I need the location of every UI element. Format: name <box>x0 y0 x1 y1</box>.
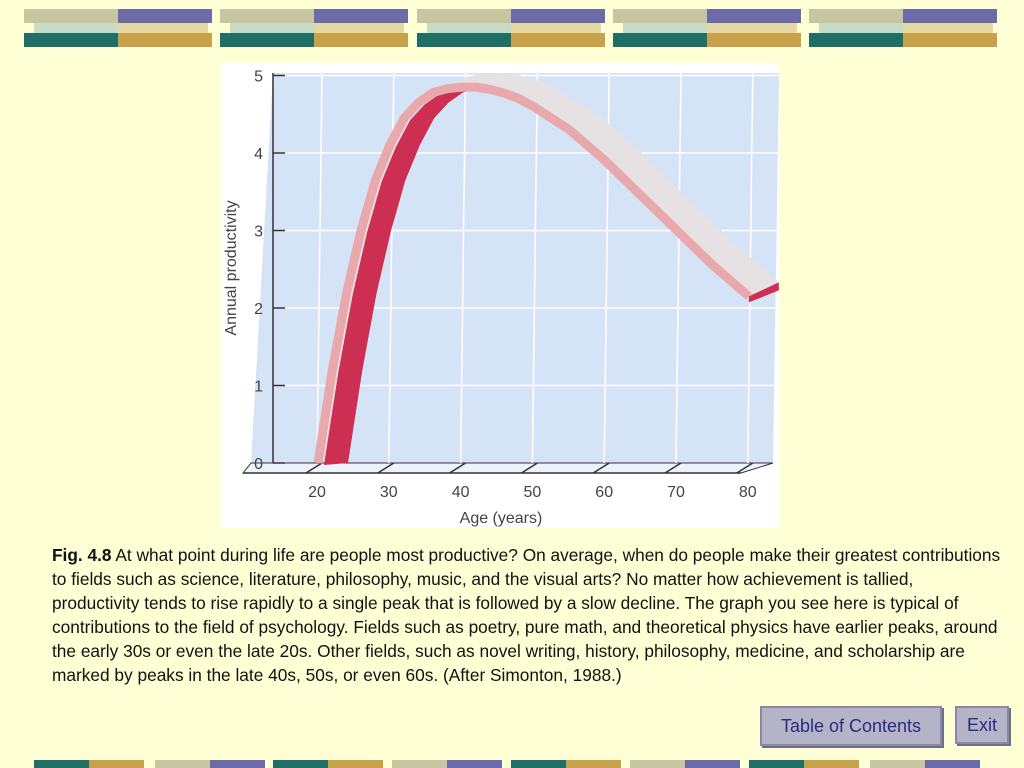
x-axis-label: Age (years) <box>460 510 543 527</box>
x-tick-mark <box>664 462 682 474</box>
x-tick-label: 80 <box>739 484 757 501</box>
banner-tile <box>613 9 801 47</box>
banner-tile <box>24 9 212 47</box>
productivity-chart: 0 1 2 3 4 5 20 30 40 50 60 70 80 Age (years) Annual … <box>221 63 779 528</box>
x-tick-label: 20 <box>308 484 326 501</box>
caption-label: Fig. 4.8 <box>52 545 112 565</box>
x-tick-label: 40 <box>452 484 470 501</box>
banner-tile <box>809 9 997 47</box>
ribbon-side-face <box>324 87 492 465</box>
y-tick-label: 2 <box>254 301 263 318</box>
exit-button[interactable]: Exit <box>955 706 1009 744</box>
grid-line-x <box>675 72 682 464</box>
tick-labels: 0 1 2 3 4 5 20 30 40 50 60 70 80 <box>254 69 757 502</box>
x-tick-mark <box>592 462 610 474</box>
x-tick-mark <box>377 462 395 474</box>
table-of-contents-button[interactable]: Table of Contents <box>760 706 942 746</box>
plot-floor <box>241 462 774 474</box>
chart-svg: 0 1 2 3 4 5 20 30 40 50 60 70 80 Age (years) Annual … <box>223 69 779 527</box>
footer-tile <box>511 760 621 768</box>
footer-tile <box>630 760 740 768</box>
x-tick-label: 70 <box>667 484 685 501</box>
banner-tile <box>417 9 605 47</box>
x-tick-label: 30 <box>380 484 398 501</box>
footer-tile <box>34 760 144 768</box>
y-tick-label: 3 <box>254 224 263 241</box>
series-line <box>313 82 752 464</box>
figure-caption: Fig. 4.8 At what point during life are p… <box>52 543 1002 687</box>
x-tick-mark <box>305 462 323 474</box>
x-tick-mark <box>521 462 538 474</box>
footer-tile <box>870 760 980 768</box>
footer-tile <box>273 760 383 768</box>
grid-line-x <box>316 72 323 464</box>
x-tick-mark <box>449 462 466 474</box>
footer-tile <box>155 760 265 768</box>
y-tick-label: 5 <box>254 69 263 86</box>
caption-text: At what point during life are people mos… <box>52 545 1001 685</box>
banner-tile <box>220 9 408 47</box>
y-tick-label: 0 <box>254 456 263 473</box>
x-tick-label: 50 <box>524 484 542 501</box>
y-tick-label: 4 <box>254 146 263 163</box>
series-ribbon <box>313 73 779 465</box>
grid-line-x <box>531 72 539 464</box>
y-axis-label: Annual productivity <box>223 200 240 335</box>
x-tick-mark <box>736 462 754 474</box>
ribbon-end-cap <box>748 282 779 303</box>
footer-tile <box>392 760 502 768</box>
footer-tile <box>749 760 859 768</box>
axes <box>243 73 754 474</box>
x-tick-label: 60 <box>595 484 613 501</box>
grid-line-x <box>459 72 467 464</box>
y-tick-label: 1 <box>254 379 263 396</box>
